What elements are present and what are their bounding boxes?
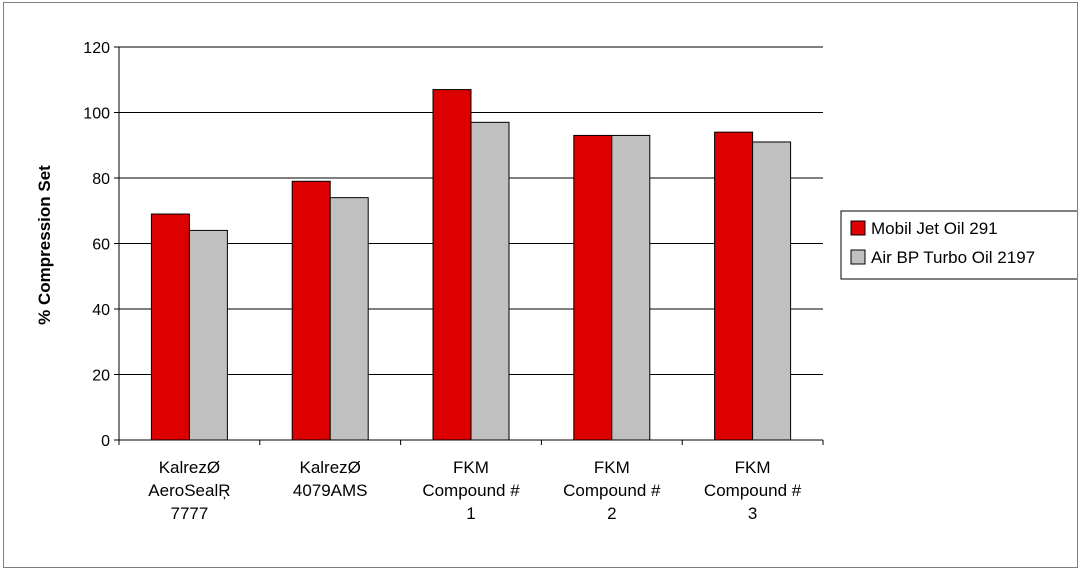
legend-swatch: [850, 249, 866, 265]
x-category-label: 4079AMS: [293, 481, 368, 500]
bar: [329, 197, 369, 441]
y-axis-label: % Compression Set: [35, 165, 54, 325]
legend-label: Mobil Jet Oil 291: [871, 219, 998, 238]
x-category-label: KalrezØ: [159, 458, 220, 477]
bar: [752, 141, 792, 441]
x-category-label: Compound #: [422, 481, 520, 500]
x-category-label: FKM: [594, 458, 630, 477]
bar: [150, 213, 190, 441]
bar: [573, 134, 613, 441]
legend-swatch: [850, 220, 866, 236]
chart-frame: 0 20 40 60 80 100 120 KalrezØ AeroSealŖ 7777 Kalr…: [3, 2, 1078, 568]
x-category-label: 7777: [170, 504, 208, 523]
y-tick-label: 40: [92, 302, 110, 319]
x-category-label: AeroSealŖ: [148, 481, 230, 500]
y-tick-label: 20: [92, 368, 110, 385]
legend-box: [840, 210, 1077, 280]
x-category-label: KalrezØ: [299, 458, 360, 477]
y-tick-labels: 0 20 40 60 80 100 120: [83, 40, 110, 450]
y-tick-label: 60: [92, 237, 110, 254]
y-tick-label: 100: [83, 106, 110, 123]
bar: [188, 229, 228, 441]
bar: [611, 134, 651, 441]
y-tick-label: 120: [83, 40, 110, 57]
bar: [432, 89, 472, 441]
bar: [291, 180, 331, 441]
x-category-label: FKM: [735, 458, 771, 477]
x-category-label: 2: [607, 504, 616, 523]
y-tick-label: 80: [92, 171, 110, 188]
legend: Mobil Jet Oil 291 Air BP Turbo Oil 2197: [840, 210, 1077, 280]
axes: [114, 46, 824, 445]
x-category-label: Compound #: [563, 481, 661, 500]
x-category-label: Compound #: [704, 481, 802, 500]
legend-label: Air BP Turbo Oil 2197: [871, 248, 1035, 267]
y-tick-label: 0: [101, 433, 110, 450]
x-category-label: 3: [748, 504, 757, 523]
x-category-label: FKM: [453, 458, 489, 477]
x-category-label: 1: [466, 504, 475, 523]
bar: [714, 131, 754, 441]
x-category-labels: KalrezØ AeroSealŖ 7777 KalrezØ 4079AMS FKM Com…: [148, 458, 802, 523]
bar: [470, 121, 510, 441]
bars: [150, 89, 792, 441]
